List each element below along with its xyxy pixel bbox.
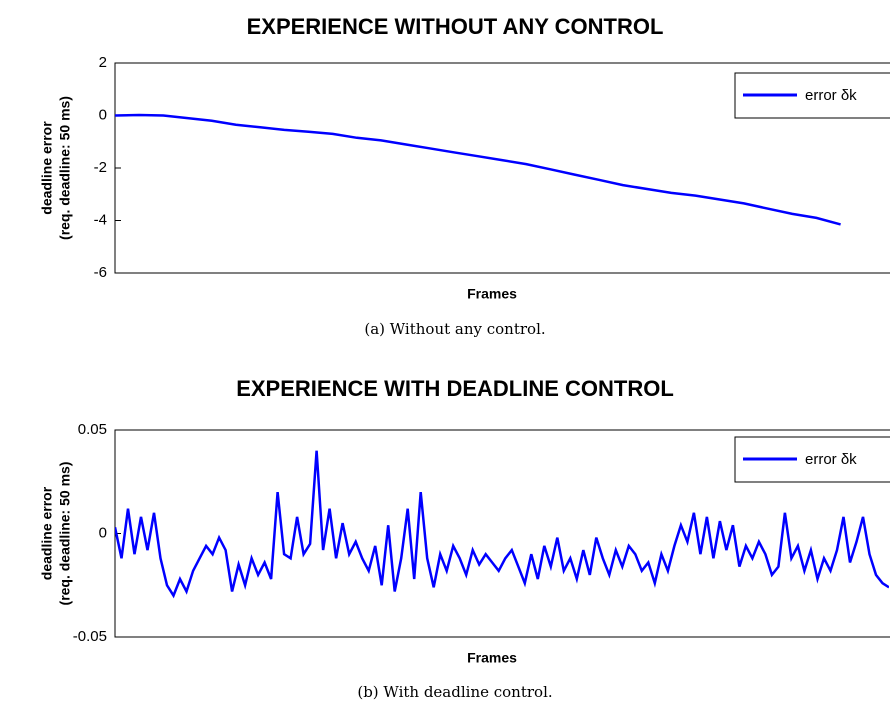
caption: (a) Without any control. [364,320,545,338]
y-tick-label: -2 [94,159,107,176]
y-tick-label: 2 [99,54,107,71]
data-line [115,113,841,226]
x-axis-label: Frames [467,286,517,302]
legend-label: error δk [805,451,857,468]
y-tick-label: 0 [99,106,107,123]
y-axis-label: (req. deadline: 50 ms) [57,462,73,606]
y-tick-label: 0.05 [78,421,107,438]
chart-title: EXPERIENCE WITH DEADLINE CONTROL [236,376,674,401]
legend-label: error δk [805,87,857,104]
y-axis-label: (req. deadline: 50 ms) [57,96,73,240]
y-tick-label: -0.05 [73,628,107,645]
chart-title: EXPERIENCE WITHOUT ANY CONTROL [247,14,664,39]
legend-box [734,72,890,119]
data-line [115,450,889,599]
y-axis-label: deadline error [39,121,55,215]
y-tick-label: -6 [94,264,107,281]
y-axis-label: deadline error [39,486,55,580]
x-axis-label: Frames [467,650,517,666]
y-tick-label: -4 [94,211,107,228]
y-tick-label: 0 [99,524,107,541]
caption: (b) With deadline control. [357,683,552,701]
